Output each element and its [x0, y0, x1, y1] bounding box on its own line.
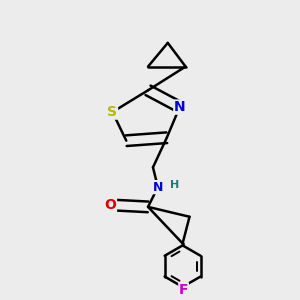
Text: F: F: [179, 283, 188, 297]
Text: N: N: [153, 181, 163, 194]
Text: H: H: [169, 180, 179, 190]
Text: S: S: [107, 105, 118, 119]
Text: O: O: [104, 198, 116, 212]
Text: N: N: [174, 100, 185, 114]
